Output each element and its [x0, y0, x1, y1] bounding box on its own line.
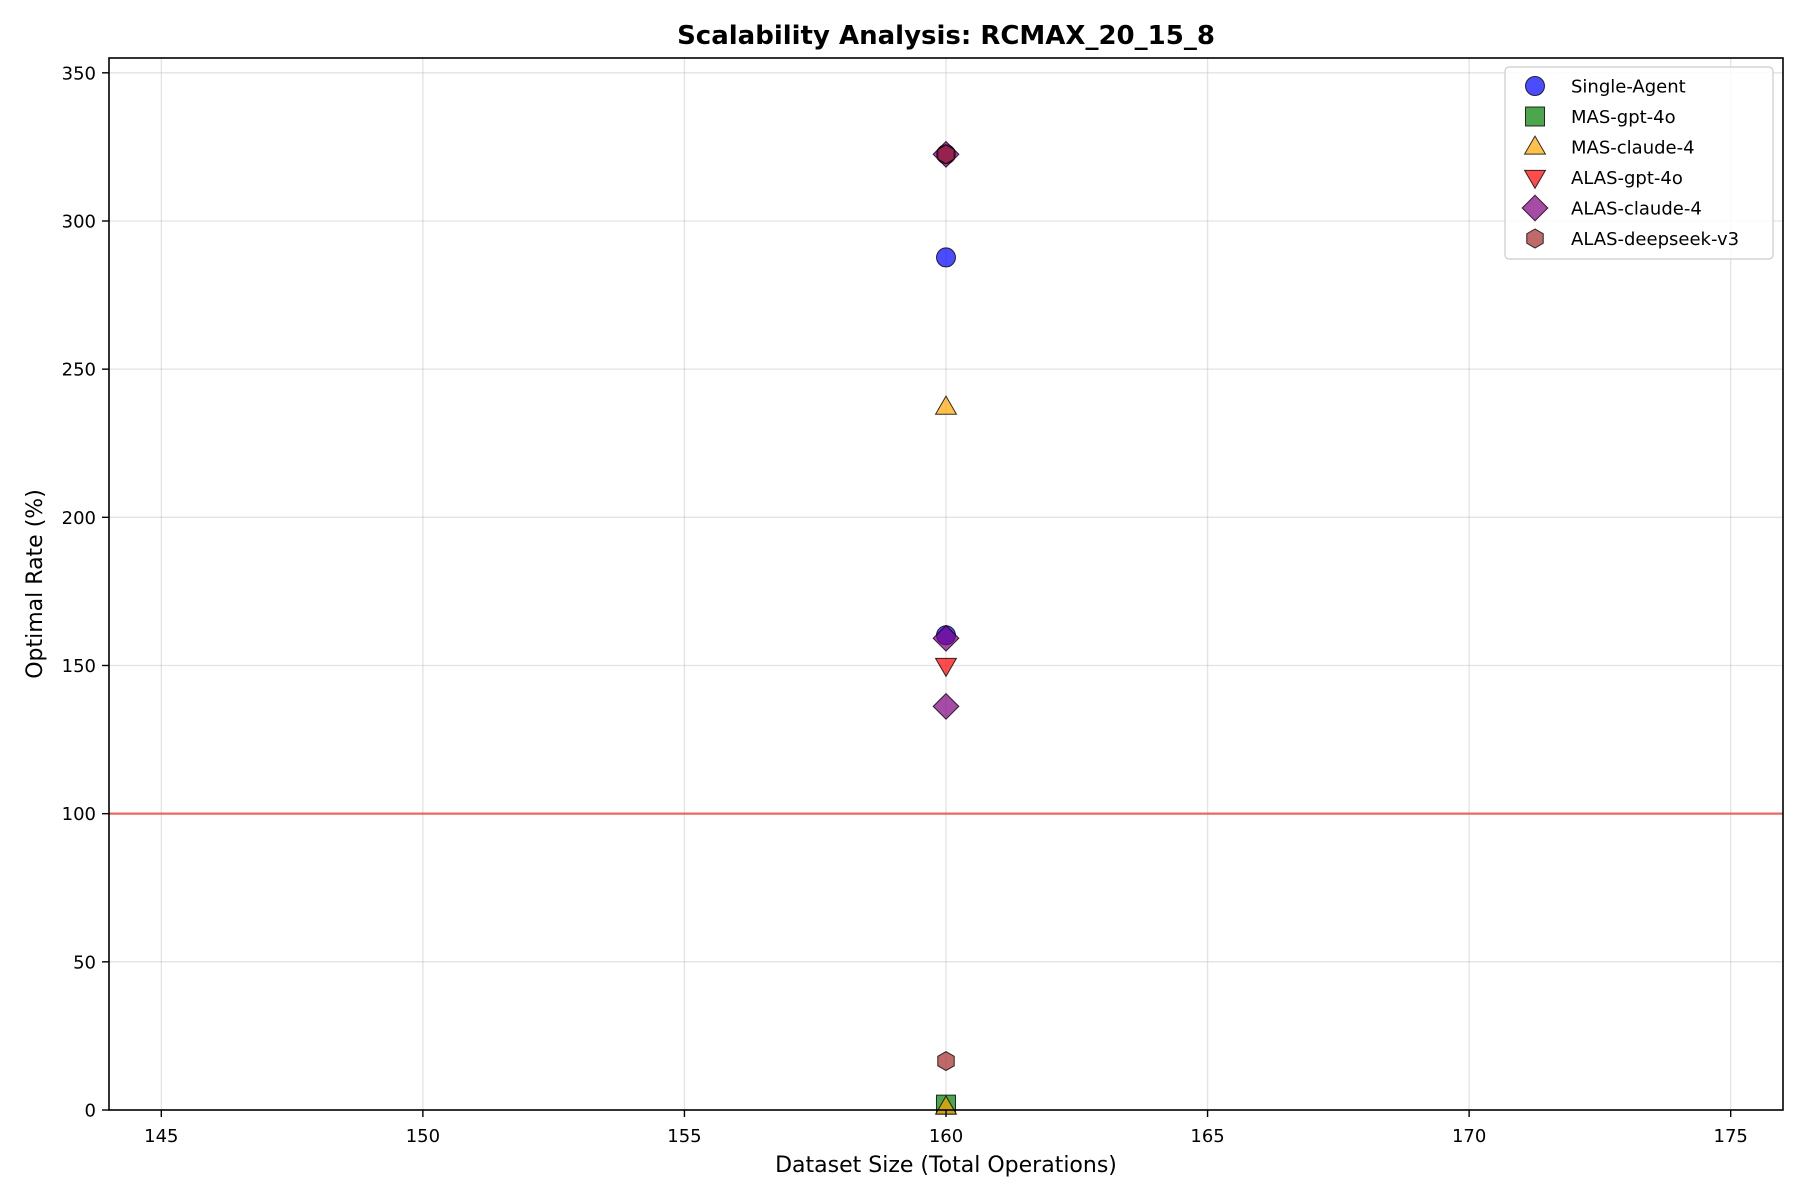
data-point-mas-claude-4: [934, 395, 958, 415]
legend-label-single-agent: Single-Agent: [1571, 77, 1686, 98]
x-tick-label: 170: [1452, 1126, 1486, 1147]
x-tick-label: 150: [406, 1126, 440, 1147]
legend-marker-mas-gpt-4o: [1525, 106, 1545, 127]
y-tick-label: 200: [62, 508, 96, 529]
data-point-alas-deepseek-v3: [937, 1051, 955, 1072]
legend-frame: [1504, 66, 1774, 260]
legend-marker-alas-claude-4: [1521, 194, 1549, 222]
y-tick-label: 0: [85, 1101, 96, 1122]
data-point-single-agent: [935, 247, 957, 268]
y-tick-label: 250: [62, 360, 96, 381]
legend-label-alas-gpt-4o: ALAS-gpt-4o: [1571, 168, 1683, 189]
y-tick-label: 100: [62, 804, 96, 825]
data-point-alas-gpt-4o: [934, 657, 958, 678]
y-tick-label: 350: [62, 63, 96, 84]
legend-marker-single-agent: [1524, 76, 1546, 96]
legend-marker-alas-deepseek-v3: [1526, 228, 1544, 249]
x-tick-label: 145: [144, 1126, 178, 1147]
y-axis-ticks: 0 50 100 150 200 250 300 350: [62, 63, 109, 1122]
data-point-alas-deepseek-v3: [937, 144, 955, 165]
x-axis-label: Dataset Size (Total Operations): [775, 1153, 1117, 1178]
data-point-alas-claude-4: [932, 692, 960, 720]
legend-label-alas-deepseek-v3: ALAS-deepseek-v3: [1571, 229, 1739, 250]
legend-label-alas-claude-4: ALAS-claude-4: [1571, 199, 1702, 220]
grid: [109, 58, 1783, 1111]
legend-label-mas-claude-4: MAS-claude-4: [1571, 138, 1695, 159]
data-points: [932, 140, 960, 1115]
legend-marker-mas-claude-4: [1523, 135, 1547, 155]
legend: Single-Agent MAS-gpt-4o MAS-claude-4 ALAS-g…: [1504, 66, 1774, 260]
x-tick-label: 160: [929, 1126, 963, 1147]
legend-marker-alas-gpt-4o: [1523, 169, 1547, 190]
data-point-alas-claude-4: [932, 624, 960, 652]
y-tick-label: 150: [62, 656, 96, 677]
x-tick-label: 155: [667, 1126, 701, 1147]
x-tick-label: 175: [1714, 1126, 1748, 1147]
x-tick-label: 165: [1190, 1126, 1224, 1147]
y-tick-label: 50: [73, 952, 96, 973]
x-axis-ticks: 145 150 155 160 165 170 175: [144, 1110, 1748, 1147]
legend-label-mas-gpt-4o: MAS-gpt-4o: [1571, 107, 1676, 128]
chart-title: Scalability Analysis: RCMAX_20_15_8: [677, 21, 1215, 51]
y-tick-label: 300: [62, 211, 96, 232]
y-axis-label: Optimal Rate (%): [23, 489, 48, 679]
